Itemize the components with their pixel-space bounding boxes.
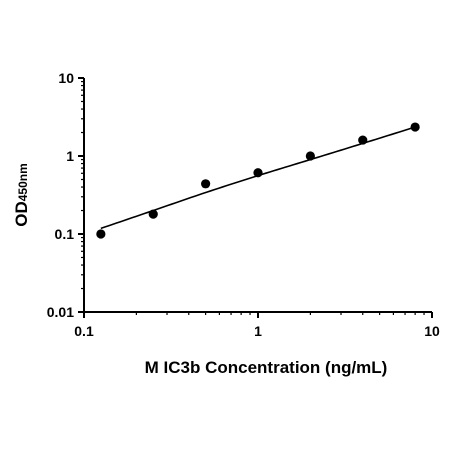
y-tick-label: 1 — [66, 148, 74, 164]
y-tick-label: 0.1 — [55, 226, 75, 242]
x-tick-label: 1 — [254, 323, 262, 339]
data-point — [358, 135, 368, 145]
data-point — [96, 229, 106, 239]
data-point — [253, 168, 263, 178]
y-axis-title-subscript: 450nm — [16, 163, 30, 201]
fit-curve — [100, 126, 416, 230]
data-points — [96, 122, 420, 239]
data-point — [305, 151, 315, 161]
fit-curve-layer — [100, 126, 416, 230]
data-point — [410, 122, 420, 132]
axes — [83, 78, 432, 313]
y-axis-title: OD450nm — [12, 163, 31, 227]
x-tick-label: 10 — [424, 323, 440, 339]
data-point — [148, 209, 158, 219]
data-point — [201, 179, 211, 189]
x-axis-title: M IC3b Concentration (ng/mL) — [145, 358, 388, 377]
y-tick-label: 10 — [58, 70, 74, 86]
x-tick-label: 0.1 — [74, 323, 94, 339]
y-tick-label: 0.01 — [47, 304, 74, 320]
y-axis-title-main: OD — [12, 201, 31, 227]
